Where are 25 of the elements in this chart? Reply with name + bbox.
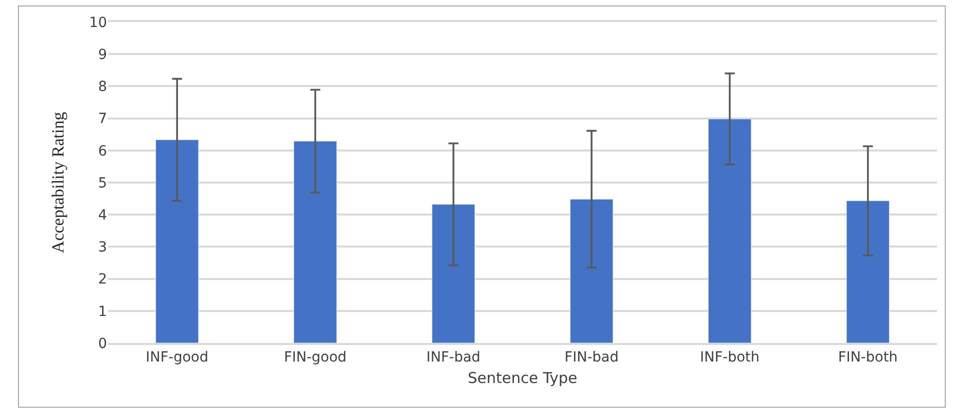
y-tick-label: 8 bbox=[98, 79, 107, 96]
x-axis-title: Sentence Type bbox=[468, 369, 578, 388]
y-tick-label: 5 bbox=[98, 175, 107, 192]
y-axis-title: Acceptability Rating bbox=[48, 111, 68, 254]
y-tick-label: 3 bbox=[98, 240, 107, 256]
y-tick-label: 2 bbox=[98, 272, 107, 288]
x-tick-label: INF-good bbox=[146, 350, 208, 366]
x-tick-label: INF-bad bbox=[426, 350, 480, 366]
x-tick-label: FIN-good bbox=[284, 350, 347, 366]
bar bbox=[155, 140, 199, 343]
y-tick-label: 10 bbox=[89, 14, 107, 31]
y-tick-label: 6 bbox=[98, 143, 108, 160]
bar bbox=[294, 140, 337, 343]
bar bbox=[708, 118, 752, 343]
bar bbox=[432, 204, 476, 343]
x-tick-label: FIN-bad bbox=[564, 350, 619, 366]
y-tick-label: 7 bbox=[98, 111, 107, 128]
x-tick-label: INF-both bbox=[700, 350, 760, 366]
bar bbox=[570, 198, 614, 343]
y-tick-label: 1 bbox=[98, 304, 107, 320]
y-tick-label: 0 bbox=[98, 336, 107, 352]
bar bbox=[846, 200, 890, 343]
x-tick-label: FIN-both bbox=[838, 350, 898, 366]
y-tick-label: 9 bbox=[98, 47, 107, 63]
y-tick-label: 4 bbox=[98, 208, 108, 224]
